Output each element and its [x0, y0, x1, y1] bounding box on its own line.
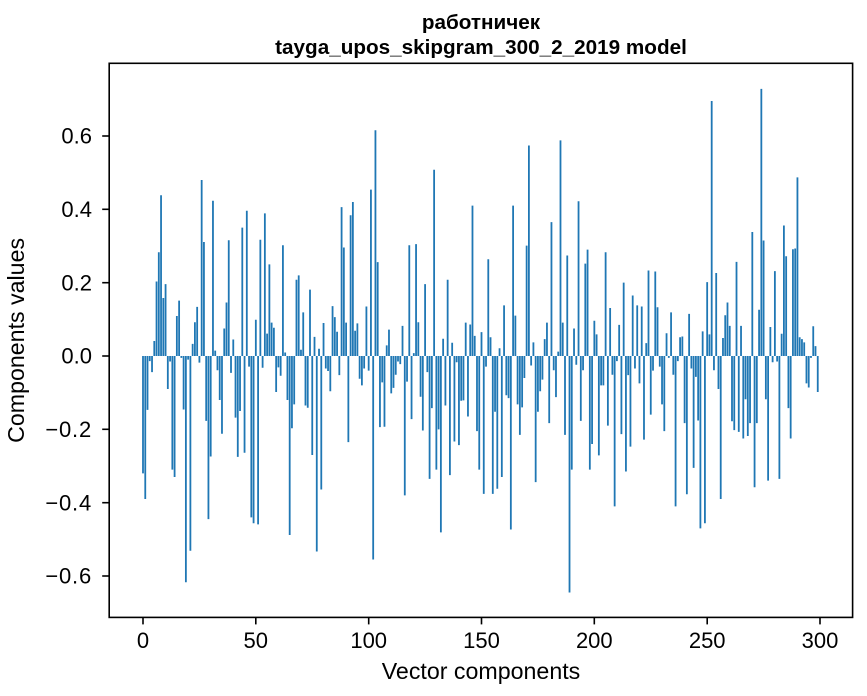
svg-text:−0.6: −0.6	[45, 564, 92, 589]
svg-text:Components values: Components values	[3, 238, 29, 443]
svg-text:0.6: 0.6	[61, 124, 92, 149]
svg-text:150: 150	[463, 628, 500, 653]
svg-text:0.4: 0.4	[61, 197, 92, 222]
svg-text:0.0: 0.0	[61, 344, 92, 369]
svg-text:−0.4: −0.4	[45, 490, 92, 515]
svg-text:200: 200	[576, 628, 613, 653]
svg-text:tayga_upos_skipgram_300_2_2019: tayga_upos_skipgram_300_2_2019 model	[275, 36, 687, 59]
svg-text:100: 100	[350, 628, 387, 653]
svg-text:300: 300	[802, 628, 839, 653]
svg-text:250: 250	[689, 628, 726, 653]
svg-text:Vector components: Vector components	[382, 658, 581, 684]
svg-text:0: 0	[137, 628, 149, 653]
svg-text:0.2: 0.2	[61, 270, 92, 295]
svg-text:работничек: работничек	[422, 11, 541, 34]
svg-text:50: 50	[244, 628, 268, 653]
svg-text:−0.2: −0.2	[45, 417, 92, 442]
